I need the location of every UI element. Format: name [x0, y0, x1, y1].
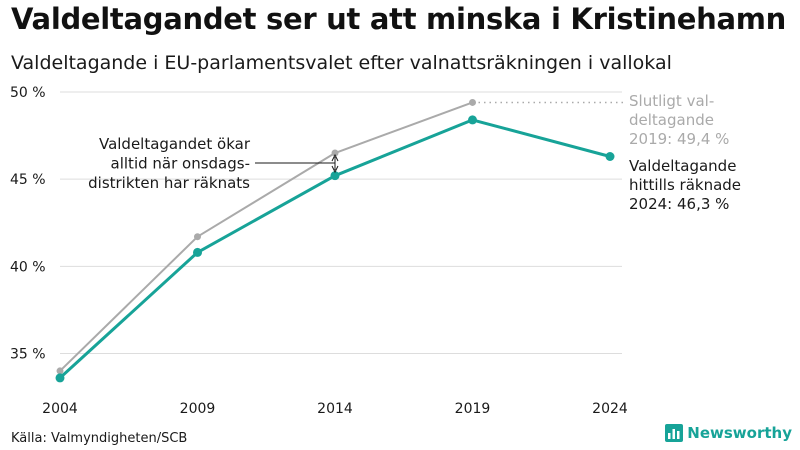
- data-point-final: [469, 98, 476, 106]
- y-tick-label: 35 %: [10, 347, 46, 363]
- counted-turnout-label: Valdeltagande hittills räknade 2024: 46,3 …: [629, 157, 741, 213]
- data-point-counted: [605, 152, 615, 162]
- wednesday-note: Valdeltagandet ökar alltid när onsdags-di…: [88, 135, 251, 192]
- source-note: Källa: Valmyndigheten/SCB: [11, 431, 188, 446]
- x-tick-label: 2009: [180, 401, 216, 417]
- bar-chart-icon: [665, 424, 684, 442]
- data-point-counted: [193, 247, 202, 257]
- brand-name: Newsworthy: [687, 424, 792, 442]
- x-tick-label: 2014: [317, 401, 353, 417]
- series-line-final: [59, 101, 473, 372]
- y-tick-label: 45 %: [10, 172, 46, 188]
- note-arrow-up: [331, 153, 339, 162]
- chart-title: Valdeltagandet ser ut att minska i Krist…: [11, 2, 786, 36]
- x-tick-label: 2024: [592, 401, 628, 417]
- note-arrow-down: [331, 165, 339, 174]
- final-turnout-label: Slutligt val-deltagande 2019: 49,4 %: [629, 92, 729, 148]
- x-tick-label: 2004: [42, 401, 78, 417]
- data-point-final: [194, 233, 201, 241]
- x-tick-label: 2019: [455, 401, 491, 417]
- y-tick-label: 50 %: [10, 85, 46, 101]
- chart-subtitle: Valdeltagande i EU-parlamentsvalet efter…: [11, 52, 672, 74]
- data-point-counted: [330, 171, 340, 181]
- data-point-final: [331, 149, 339, 157]
- newsworthy-logo: Newsworthy: [665, 424, 792, 442]
- data-point-final: [56, 367, 64, 375]
- data-point-counted: [55, 373, 65, 383]
- y-tick-label: 40 %: [10, 259, 46, 275]
- data-point-counted: [468, 115, 477, 125]
